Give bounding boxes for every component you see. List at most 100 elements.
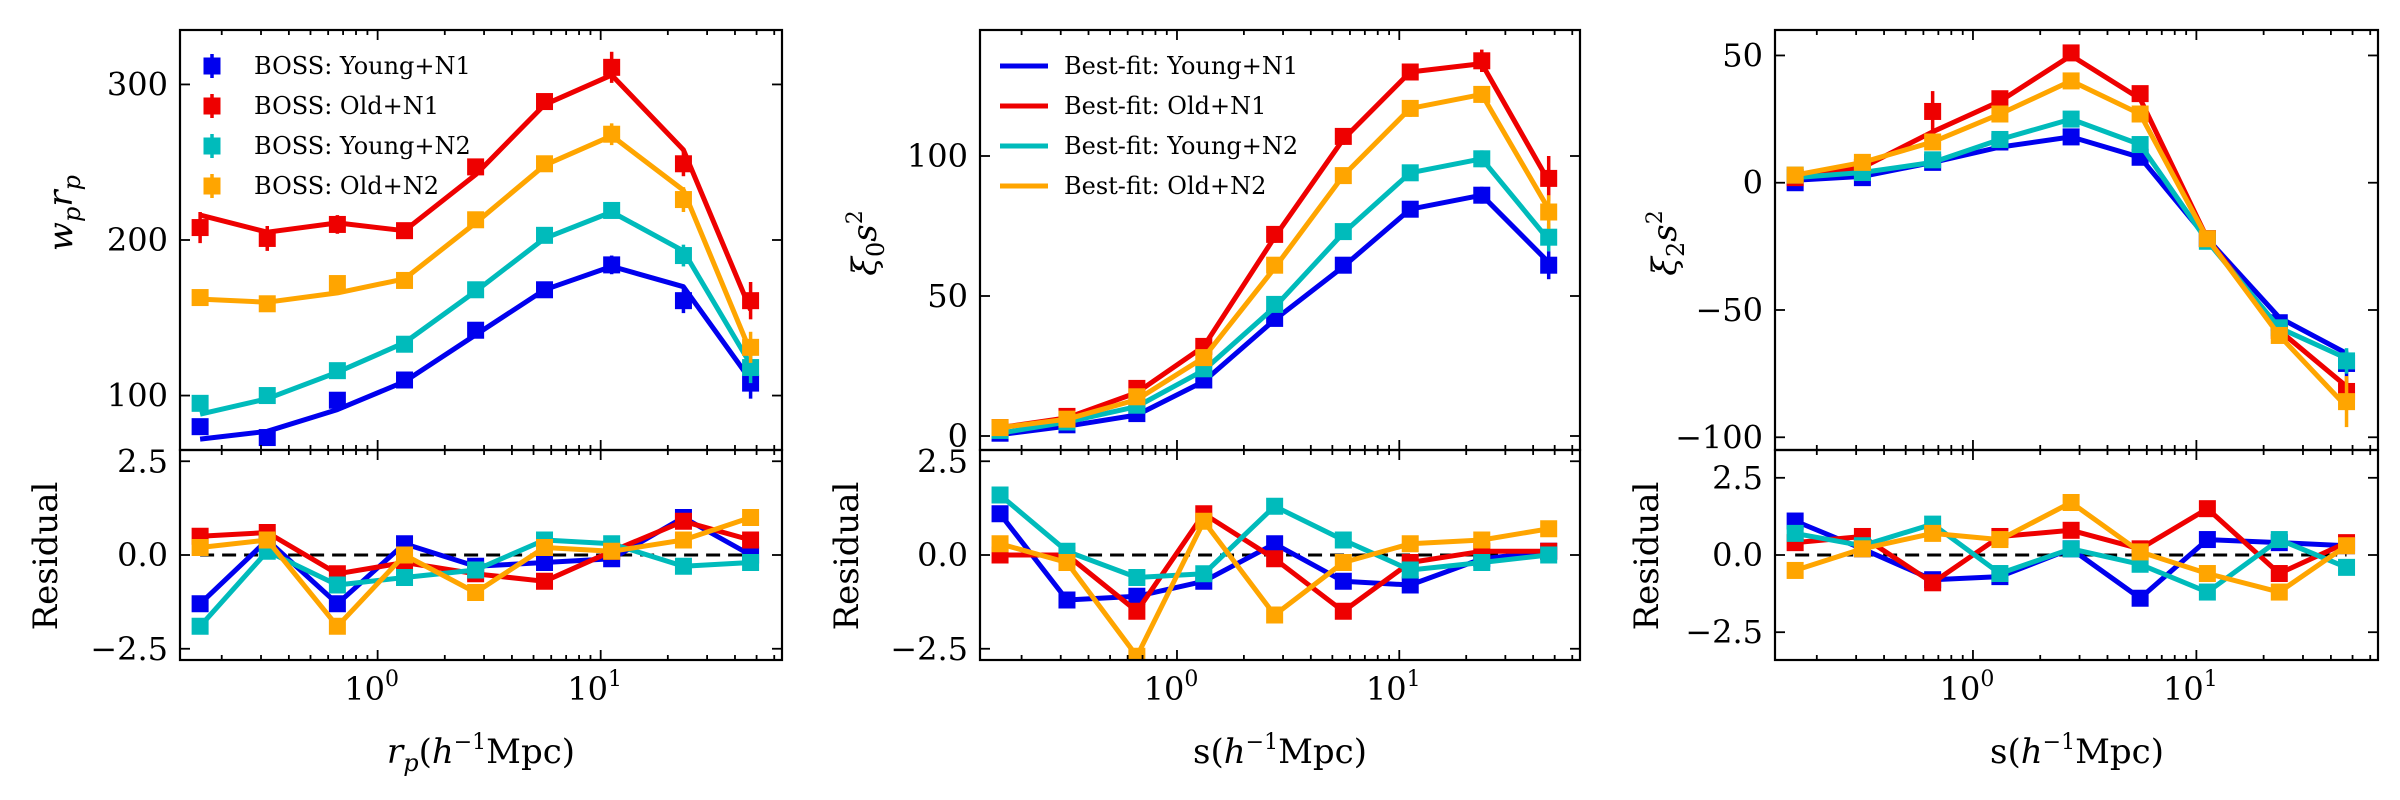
xi2-xtick-label: 101 <box>2163 667 2218 708</box>
wp-residual-data <box>191 509 760 635</box>
xi2-residual-point <box>1924 574 1942 592</box>
xi0-residual-point <box>1401 535 1419 553</box>
xi0-data-point <box>1540 256 1558 274</box>
xi0-data-point <box>1540 228 1558 246</box>
wp-residual-point <box>467 584 485 601</box>
xi2-xtick-label: 100 <box>1940 667 1995 708</box>
xi0-data-point <box>1266 295 1284 313</box>
legend-label: BOSS: Old+N2 <box>254 172 439 200</box>
xi0-residual-ytick-label: −2.5 <box>890 630 968 668</box>
wp-ytick-label: 200 <box>107 221 168 259</box>
wp-ytick-label: 100 <box>107 377 168 415</box>
xi0-data-point <box>1195 349 1213 367</box>
wp-data-point <box>536 155 554 173</box>
xi0-residual-point <box>1334 602 1352 620</box>
xi2-residual-point <box>1786 561 1804 579</box>
xi0-legend: Best-fit: Young+N1 Best-fit: Old+N1 Best-f… <box>1000 52 1298 200</box>
xi2-data-point <box>2338 352 2356 370</box>
wp-data-point <box>191 394 209 412</box>
xi0-ytick-label: 100 <box>907 137 968 175</box>
wp-legend: BOSS: Young+N1 BOSS: Old+N1 BOSS: Young+N2… <box>203 52 471 200</box>
wp-xlabel: rp(h−1Mpc) <box>387 730 575 777</box>
xi2-residual-point <box>2131 589 2149 607</box>
xi2-data-point <box>2062 110 2080 128</box>
xi2-ylabel: ξ2s2 <box>1643 210 1690 275</box>
wp-data-point <box>396 335 414 353</box>
xi0-data-point <box>1473 186 1491 204</box>
xi0-data-point <box>1334 167 1352 185</box>
xi0-ylabel: ξ0s2 <box>843 210 890 275</box>
xi0-data-point <box>1401 200 1419 218</box>
xi0-residual-point <box>1058 591 1076 609</box>
xi2-residual-point <box>2131 543 2149 561</box>
wp-data-point <box>191 289 209 307</box>
wp-data-point <box>467 281 485 299</box>
xi0-xlabel: s(h−1Mpc) <box>1193 730 1367 772</box>
xi0-data-point <box>1473 85 1491 103</box>
xi2-data-point <box>2198 230 2216 248</box>
wp-xtick-label: 100 <box>344 667 399 708</box>
xi0-data-point <box>1473 52 1491 70</box>
wp-data-point <box>742 338 760 356</box>
xi0-data-point <box>991 419 1009 437</box>
xi0-residual-point <box>1266 606 1284 624</box>
xi0-residual-point <box>1266 535 1284 553</box>
wp-residual-ytick-label: 0.0 <box>117 536 168 574</box>
wp-residual-point <box>191 539 209 556</box>
xi0-residual-point <box>1540 520 1558 538</box>
xi0-xtick-label: 101 <box>1366 667 1421 708</box>
xi2-data-point <box>1924 151 1942 169</box>
xi2-residual-point <box>2338 558 2356 576</box>
xi0-residual-point <box>991 535 1009 553</box>
wp-data-point <box>258 295 276 313</box>
xi2-residual-ytick-label: −2.5 <box>1685 613 1763 651</box>
wp-data-point <box>674 155 692 173</box>
legend-label: Best-fit: Young+N1 <box>1064 52 1298 80</box>
xi0-data-point <box>1540 203 1558 221</box>
xi2-data-point <box>2062 128 2080 146</box>
wp-data-point <box>536 281 554 299</box>
xi2-residual-point <box>1853 540 1871 558</box>
xi0-residual-point <box>1540 546 1558 564</box>
wp-residual-point <box>396 569 414 586</box>
xi2-fit-line-1 <box>1794 53 2349 389</box>
xi0-data-point <box>1334 256 1352 274</box>
wp-residual-point <box>536 572 554 590</box>
xi0-residual-ytick-label: 0.0 <box>917 536 968 574</box>
wp-residual-point <box>328 595 346 613</box>
xi0-residual-point <box>1128 587 1146 605</box>
xi2-data-point <box>1991 130 2009 148</box>
xi2-residual-point <box>1786 524 1804 542</box>
xi0-residual-point <box>1128 569 1146 586</box>
xi0-data-point <box>1401 99 1419 117</box>
xi2-main-data <box>1786 44 2356 428</box>
xi0-residual-point <box>991 486 1009 504</box>
xi2-fit-line-2 <box>1794 116 2348 361</box>
xi2-residual-axes: −2.5 0.0 2.5 100 101 <box>1685 448 2380 708</box>
wp-data-point <box>328 275 346 293</box>
xi2-data-point <box>2062 72 2080 90</box>
xi2-data-point <box>1786 166 1804 184</box>
xi0-ytick-label: 50 <box>927 277 968 315</box>
xi2-residual-point <box>2270 565 2288 583</box>
wp-residual-point <box>536 539 554 556</box>
xi2-residual-point <box>2198 565 2216 583</box>
wp-data-point <box>536 226 554 244</box>
legend-label: Best-fit: Old+N2 <box>1064 172 1266 200</box>
panel-xi2: −100 −50 0 50 −2.5 0.0 2.5 100 101 ξ2s2 Residua… <box>1627 28 2380 772</box>
wp-residual-point <box>396 546 414 564</box>
wp-residual-ytick-label: 2.5 <box>117 442 168 480</box>
xi2-residual-ytick-label: 0.0 <box>1712 536 1763 574</box>
xi2-ytick-label: −100 <box>1675 418 1763 456</box>
xi2-data-point <box>2338 393 2356 411</box>
xi0-data-point <box>1266 256 1284 274</box>
wp-residual-point <box>742 531 760 549</box>
wp-data-point <box>396 271 414 289</box>
wp-data-point <box>191 418 209 436</box>
wp-data-point <box>742 359 760 377</box>
wp-data-point <box>603 201 621 219</box>
wp-data-point <box>328 215 346 233</box>
xi0-residual-point <box>1473 554 1491 571</box>
